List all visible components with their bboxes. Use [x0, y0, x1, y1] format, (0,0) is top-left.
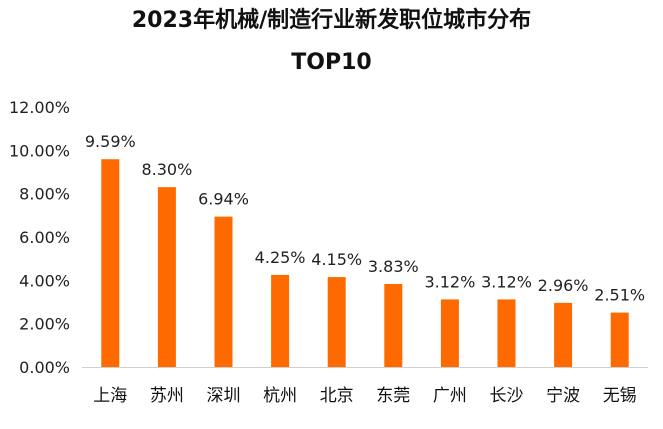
data-label: 2.51% [594, 286, 645, 305]
x-tick-label: 宁波 [546, 386, 580, 406]
data-label: 2.96% [538, 276, 589, 295]
chart-title: 2023年机械/制造行业新发职位城市分布 [131, 8, 532, 33]
data-label: 3.12% [424, 272, 475, 291]
bar-8 [554, 302, 573, 367]
bar-3 [271, 274, 290, 367]
data-label: 3.12% [481, 272, 532, 291]
data-label: 9.59% [85, 132, 136, 151]
y-tick-label: 10.00% [9, 141, 70, 160]
y-tick-label: 4.00% [19, 271, 70, 290]
bar-7 [497, 299, 516, 367]
y-tick-label: 8.00% [19, 185, 70, 204]
bar-4 [327, 277, 346, 367]
data-label: 8.30% [141, 160, 192, 179]
data-label: 6.94% [198, 190, 249, 209]
data-label: 4.15% [311, 250, 362, 269]
data-label: 4.25% [255, 248, 306, 267]
y-tick-label: 0.00% [19, 358, 70, 377]
data-label: 3.83% [368, 257, 419, 276]
x-tick-label: 广州 [433, 386, 467, 406]
y-tick-label: 2.00% [19, 315, 70, 334]
x-tick-label: 上海 [93, 386, 127, 406]
x-tick-label: 苏州 [150, 386, 184, 406]
bar-1 [157, 187, 176, 367]
bar-2 [214, 216, 233, 367]
x-tick-label: 杭州 [263, 386, 297, 406]
bar-6 [440, 299, 459, 367]
bar-9 [610, 312, 629, 367]
x-tick-label: 无锡 [603, 386, 637, 406]
x-tick-label: 深圳 [207, 386, 241, 406]
y-tick-label: 6.00% [19, 228, 70, 247]
x-tick-label: 东莞 [376, 386, 410, 406]
bar-5 [384, 284, 403, 367]
bar-0 [101, 159, 120, 367]
x-tick-label: 长沙 [490, 386, 524, 406]
y-tick-label: 12.00% [9, 98, 70, 117]
chart-subtitle: TOP10 [291, 50, 372, 75]
x-tick-label: 北京 [320, 386, 354, 406]
